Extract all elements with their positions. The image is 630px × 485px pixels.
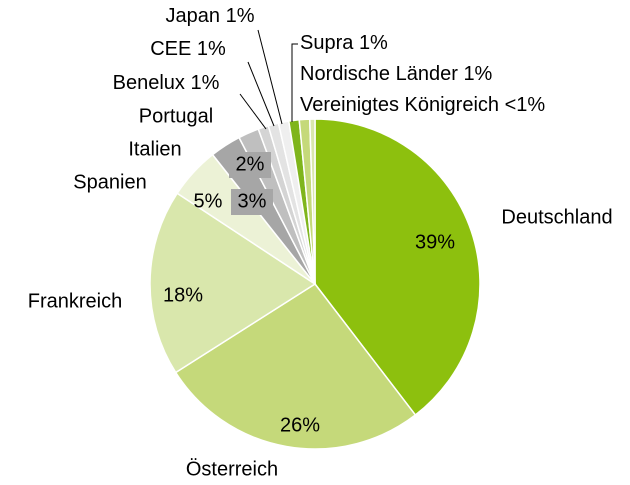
slice-label: Supra 1% [300, 32, 388, 54]
value-label: 39% [415, 231, 455, 253]
leader-line [291, 43, 298, 122]
slice-label: Nordische Länder 1% [300, 63, 493, 85]
value-label: 26% [280, 414, 320, 436]
leader-line [247, 61, 275, 127]
value-label: 1% [197, 38, 226, 60]
category-label: Vereinigtes Königreich [300, 94, 499, 116]
category-label: Portugal [139, 105, 214, 127]
value-label-box [231, 189, 273, 215]
slice-label: Japan 1% [166, 5, 255, 27]
value-label: 3% [238, 190, 267, 212]
slice [314, 118, 481, 417]
category-label: Italien [128, 138, 181, 160]
slice [174, 282, 417, 450]
value-label: 1% [226, 5, 255, 27]
slices [149, 118, 481, 450]
category-label: Spanien [73, 171, 146, 193]
value-label: 5% [194, 190, 223, 212]
category-label: Österreich [186, 458, 278, 480]
value-label: 2% [236, 153, 265, 175]
category-label: Frankreich [28, 290, 122, 312]
value-label-box [229, 152, 271, 178]
category-label: Nordische Länder [300, 63, 458, 85]
value-label: <1% [505, 94, 546, 116]
category-label: Deutschland [501, 206, 612, 228]
category-label: Japan [166, 5, 221, 27]
slice-label: Vereinigtes Königreich <1% [300, 94, 545, 116]
leader-lines [239, 29, 298, 130]
slice [308, 118, 316, 285]
value-label: 1% [190, 72, 219, 94]
slice-label: CEE 1% [150, 38, 226, 60]
value-label: 1% [463, 63, 492, 85]
category-label: CEE [150, 38, 191, 60]
leader-line [257, 29, 283, 125]
value-label: 1% [359, 32, 388, 54]
leader-line [239, 93, 267, 130]
value-label: 18% [163, 284, 203, 306]
slice-label: Benelux 1% [113, 72, 220, 94]
slice [149, 192, 317, 374]
category-label: Benelux [113, 72, 185, 94]
category-label: Supra [300, 32, 354, 54]
